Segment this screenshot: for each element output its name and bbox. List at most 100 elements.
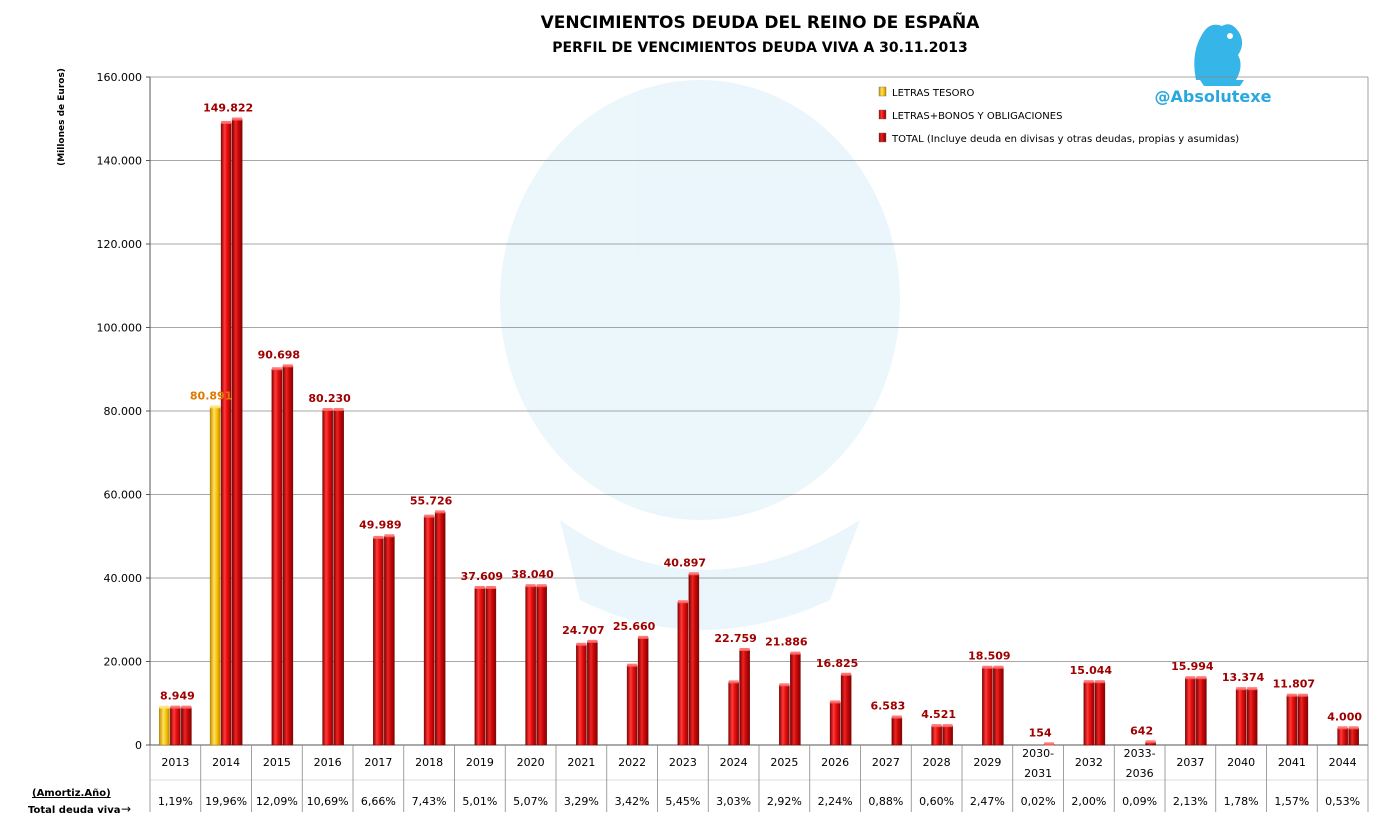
data-label: 6.583 — [870, 700, 905, 713]
data-label: 16.825 — [816, 657, 858, 670]
table-percentage: 1,19% — [158, 795, 193, 808]
x-tick-label: 2026 — [821, 756, 849, 769]
x-tick-label: 2041 — [1278, 756, 1306, 769]
table-percentage: 3,03% — [716, 795, 751, 808]
x-tick-label: 2020 — [517, 756, 545, 769]
table-percentage: 3,42% — [615, 795, 650, 808]
bar-cap — [1145, 740, 1156, 744]
data-label: 90.698 — [258, 348, 300, 361]
data-label: 18.509 — [968, 650, 1010, 663]
table-percentage: 5,07% — [513, 795, 548, 808]
x-tick-label: 2030- — [1022, 747, 1054, 760]
data-label: 80.891 — [190, 389, 232, 402]
y-tick-label: 0 — [135, 739, 142, 752]
bars — [159, 117, 1359, 746]
bar-bonos — [525, 585, 536, 746]
data-label: 15.994 — [1171, 660, 1214, 673]
table-percentage: 12,09% — [256, 795, 298, 808]
data-label: 154 — [1029, 726, 1052, 739]
bar-total — [434, 512, 446, 746]
x-tick-label: 2021 — [567, 756, 595, 769]
bar-cap — [1083, 680, 1094, 684]
data-labels: 8.949 80.891 149.822 90.698 80.230 49.989 55.7… — [160, 101, 1362, 739]
y-tick-label: 20.000 — [104, 656, 143, 669]
data-label: 149.822 — [203, 101, 253, 114]
bar-bonos — [728, 682, 739, 746]
y-axis-ticks: 0 20.000 40.000 60.000 80.000 100.000 120.000 1… — [97, 71, 150, 752]
bar-cap — [525, 584, 536, 588]
bar-total — [1348, 728, 1359, 746]
x-tick-label: 2029 — [973, 756, 1001, 769]
bar-cap — [232, 117, 243, 121]
bar-total — [840, 674, 852, 746]
bar-cap — [384, 534, 395, 538]
bar-bonos — [931, 725, 942, 746]
bar-cap — [474, 585, 485, 589]
bar-cap — [424, 514, 435, 518]
data-label: 642 — [1130, 724, 1153, 737]
table-percentage: 5,45% — [665, 795, 700, 808]
bar-cap — [728, 680, 739, 684]
bar-cap — [739, 647, 750, 651]
x-tick-label: 2025 — [770, 756, 798, 769]
bar-cap — [333, 408, 344, 412]
bar-cap — [790, 651, 801, 655]
bar-cap — [1094, 680, 1105, 684]
y-tick-label: 80.000 — [104, 405, 143, 418]
bar-total — [587, 641, 598, 746]
bar-cap — [1185, 676, 1196, 680]
bar-bonos — [1337, 728, 1348, 746]
table-row1-label: (Amortiz.Año) — [32, 788, 111, 799]
x-tick-label: 2013 — [161, 756, 189, 769]
bar-cap — [221, 120, 232, 124]
brand-handle: @Absolutexe — [1155, 87, 1272, 106]
table-percentage: 2,00% — [1071, 795, 1106, 808]
bar-cap — [536, 584, 547, 588]
legend-swatch — [878, 132, 887, 143]
data-label: 21.886 — [765, 636, 808, 649]
bar-bonos — [423, 516, 435, 746]
bar-bonos — [322, 409, 333, 746]
x-tick-label: 2036 — [1126, 767, 1154, 780]
x-tick-label: 2033- — [1124, 747, 1156, 760]
bar-cap — [931, 724, 942, 728]
bar-cap — [587, 639, 598, 643]
x-tick-label: 2044 — [1329, 756, 1357, 769]
bar-total — [231, 119, 243, 746]
data-label: 25.660 — [613, 620, 656, 633]
bar-bonos — [271, 369, 283, 746]
bar-bonos — [474, 587, 486, 746]
bar-cap — [435, 510, 446, 514]
y-tick-label: 40.000 — [104, 572, 143, 585]
bar-total — [790, 653, 801, 746]
legend-item: TOTAL (Incluye deuda en divisas y otras … — [891, 134, 1239, 145]
table-percentage: 2,13% — [1173, 795, 1208, 808]
bar-cap — [170, 705, 181, 709]
bar-total — [1094, 681, 1106, 746]
bar-cap — [627, 663, 638, 667]
bar-letras — [209, 407, 221, 746]
data-label: 80.230 — [308, 392, 351, 405]
category-table: 2013 1,19% 2014 19,96% 2015 12,09% 2016 10,69% 2… — [28, 745, 1369, 816]
bar-cap — [159, 705, 170, 709]
table-percentage: 0,09% — [1122, 795, 1157, 808]
bar-total — [536, 585, 547, 746]
chart-title: VENCIMIENTOS DEUDA DEL REINO DE ESPAÑA — [541, 10, 981, 33]
bar-cap — [373, 535, 384, 539]
table-percentage: 6,66% — [361, 795, 396, 808]
x-tick-label: 2016 — [314, 756, 342, 769]
y-tick-label: 120.000 — [97, 238, 143, 251]
x-tick-label: 2031 — [1024, 767, 1052, 780]
bar-bonos — [220, 122, 232, 746]
bar-bonos — [1083, 681, 1095, 746]
bar-bonos — [1185, 677, 1196, 746]
x-tick-label: 2032 — [1075, 756, 1103, 769]
bar-cap — [210, 405, 221, 409]
x-tick-label: 2015 — [263, 756, 291, 769]
bar-total — [384, 536, 395, 746]
y-tick-label: 160.000 — [97, 71, 143, 84]
table-row2-label: Total deuda viva — [28, 805, 120, 816]
bar-total — [739, 649, 750, 746]
x-tick-label: 2027 — [872, 756, 900, 769]
